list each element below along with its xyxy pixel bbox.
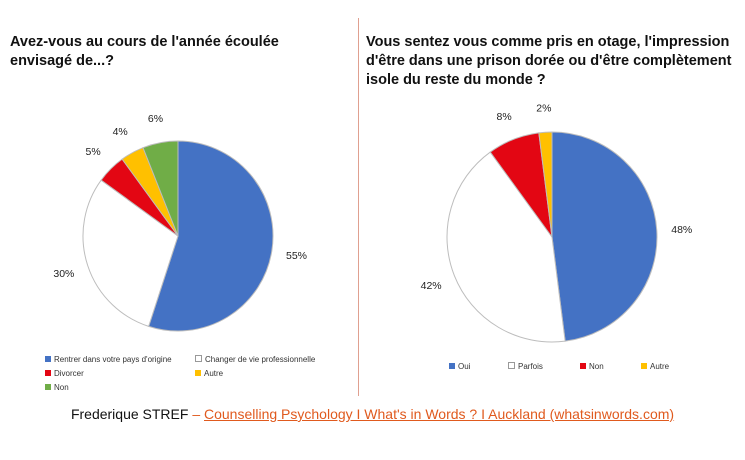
- legend-item-rentrer: Rentrer dans votre pays d'origine: [45, 355, 172, 365]
- pie-chart-left: 55% 30% 5% 4% 6%: [53, 113, 307, 332]
- data-label: 6%: [148, 113, 163, 125]
- footer: Frederique STREF – Counselling Psycholog…: [0, 406, 745, 422]
- pie-slice-non: [142, 140, 179, 237]
- legend-item-autre: Autre: [195, 369, 223, 379]
- pie-slice-autre: [538, 131, 553, 238]
- footer-author: Frederique STREF: [70, 406, 189, 422]
- legend-item-changer: Changer de vie professionnelle: [195, 355, 315, 365]
- pie-slice-oui: [551, 131, 658, 342]
- legend-item-non: Non: [45, 383, 69, 393]
- legend-item-oui: Oui: [449, 362, 470, 372]
- legend-item-non-right: Non: [580, 362, 604, 372]
- legend-swatch: [449, 363, 455, 369]
- pie-slice-rentrer-dans-votre-pays-d-origine: [148, 140, 274, 332]
- legend-label: Non: [54, 383, 69, 392]
- legend-swatch: [45, 384, 51, 390]
- divider-line: [358, 18, 359, 396]
- legend-label: Divorcer: [54, 369, 84, 378]
- legend-label: Autre: [204, 369, 224, 378]
- legend-swatch: [195, 355, 202, 362]
- legend-swatch: [45, 356, 51, 362]
- pie-slice-parfois: [446, 151, 566, 343]
- data-label: 8%: [497, 111, 512, 123]
- data-label: 4%: [113, 126, 128, 138]
- footer-separator: –: [192, 406, 201, 422]
- pie-slice-changer-de-vie-professionnelle: [82, 179, 179, 327]
- legend-label: Autre: [650, 362, 670, 371]
- data-label: 55%: [286, 250, 307, 262]
- legend-swatch: [508, 362, 515, 369]
- legend-item-divorcer: Divorcer: [45, 369, 84, 379]
- legend-swatch: [580, 363, 586, 369]
- legend-label: Changer de vie professionnelle: [205, 355, 316, 364]
- legend-label: Rentrer dans votre pays d'origine: [54, 355, 172, 364]
- legend-swatch: [641, 363, 647, 369]
- legend-item-parfois: Parfois: [508, 362, 543, 372]
- data-label: 42%: [421, 280, 442, 292]
- footer-link[interactable]: Counselling Psychology I What's in Words…: [204, 406, 675, 422]
- legend-swatch: [45, 370, 51, 376]
- pie-chart-right: 48% 42% 8% 2%: [421, 102, 692, 343]
- data-label: 48%: [671, 224, 692, 236]
- data-label: 30%: [53, 268, 74, 280]
- data-label: 5%: [86, 146, 101, 158]
- legend-swatch: [195, 370, 201, 376]
- legend-label: Non: [589, 362, 604, 371]
- data-label: 2%: [536, 102, 551, 114]
- chart-title-left: Avez-vous au cours de l'année écoulée en…: [10, 34, 279, 69]
- chart-title-right: Vous sentez vous comme pris en otage, l'…: [366, 34, 732, 88]
- legend-label: Parfois: [518, 362, 543, 371]
- legend-item-autre-right: Autre: [641, 362, 669, 372]
- legend-label: Oui: [458, 362, 471, 371]
